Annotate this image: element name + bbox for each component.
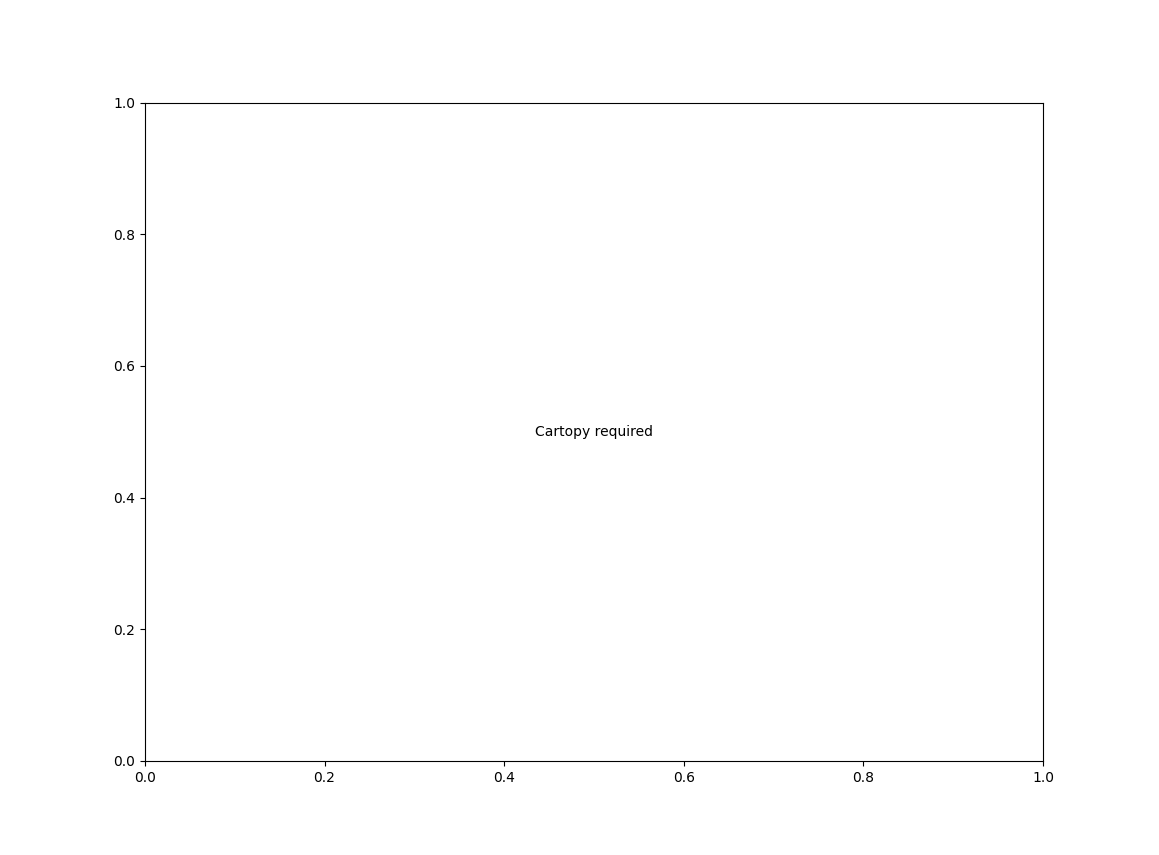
Text: Cartopy required: Cartopy required xyxy=(535,425,653,439)
